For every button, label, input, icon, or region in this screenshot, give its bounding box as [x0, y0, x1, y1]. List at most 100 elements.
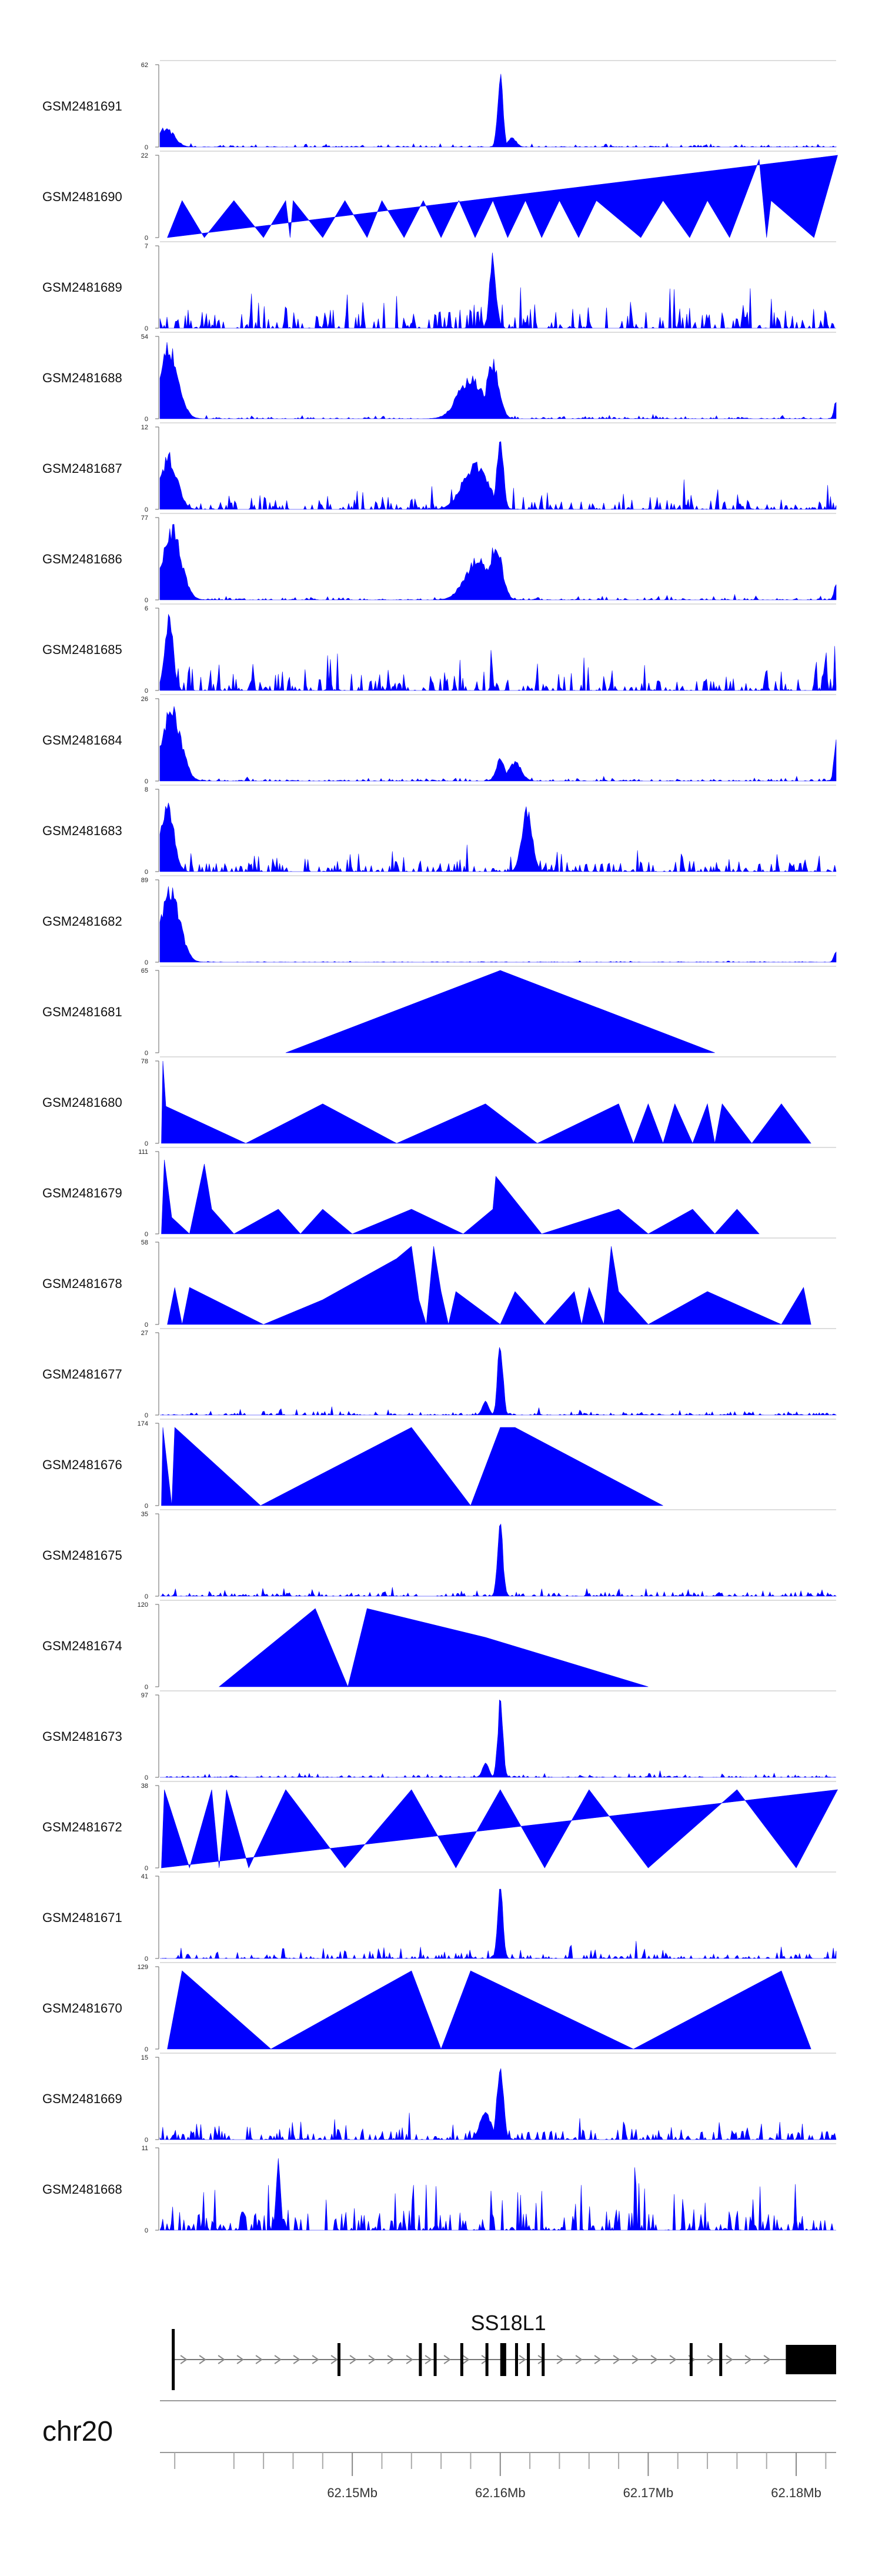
y-axis-max-label: 58	[141, 1239, 148, 1246]
coverage-area	[159, 886, 837, 963]
y-axis-max-label: 120	[138, 1601, 148, 1609]
x-tick-label: 62.16Mb	[475, 2485, 526, 2500]
coverage-area	[159, 524, 837, 600]
track-label: GSM2481668	[42, 2182, 122, 2197]
track-GSM2481668: GSM2481668 11 0	[42, 2143, 836, 2234]
track-label: GSM2481683	[42, 823, 122, 838]
track-label: GSM2481686	[42, 552, 122, 566]
y-axis-zero-label: 0	[145, 778, 148, 785]
y-axis-zero-label: 0	[145, 597, 148, 604]
track-label: GSM2481684	[42, 733, 122, 748]
y-axis-zero-label: 0	[145, 2137, 148, 2144]
track-GSM2481684: GSM2481684 26 0	[42, 694, 837, 785]
coverage-area	[159, 2158, 836, 2231]
track-GSM2481671: GSM2481671 41 0	[42, 1871, 837, 1963]
strand-arrow-icon	[236, 2355, 244, 2364]
strand-arrow-icon	[425, 2355, 432, 2364]
coverage-area	[160, 1523, 837, 1597]
exon	[542, 2343, 545, 2376]
strand-arrow-icon	[180, 2355, 188, 2364]
strand-arrow-icon	[387, 2355, 395, 2364]
y-axis-max-label: 22	[141, 152, 148, 159]
y-axis-zero-label: 0	[145, 416, 148, 423]
y-axis-max-label: 62	[141, 62, 148, 69]
coverage-area	[285, 970, 715, 1053]
coverage-area	[159, 74, 837, 148]
y-axis-zero-label: 0	[145, 1322, 148, 1329]
exon	[719, 2343, 723, 2376]
y-axis-zero-label: 0	[145, 144, 148, 151]
y-axis-zero-label: 0	[145, 1503, 148, 1510]
y-axis-max-label: 11	[142, 2145, 148, 2152]
strand-arrow-icon	[199, 2355, 206, 2364]
strand-arrow-icon	[556, 2355, 564, 2364]
track-label: GSM2481680	[42, 1095, 122, 1110]
y-axis-max-label: 174	[138, 1420, 148, 1427]
coverage-area	[167, 1246, 811, 1325]
y-axis-max-label: 15	[141, 2054, 148, 2061]
track-GSM2481685: GSM2481685 6 0	[42, 603, 837, 695]
track-GSM2481670: GSM2481670 129 0	[42, 1962, 836, 2053]
coverage-area	[159, 613, 837, 692]
exon	[527, 2343, 530, 2376]
genome-axis-track: chr20 62.15Mb 62.16Mb 62.17Mb 62.18Mb	[42, 2400, 836, 2500]
exon	[689, 2343, 693, 2376]
strand-arrow-icon	[349, 2355, 357, 2364]
coverage-area	[159, 706, 837, 782]
track-label: GSM2481670	[42, 2001, 122, 2016]
track-GSM2481678: GSM2481678 58 0	[42, 1237, 836, 1329]
track-GSM2481679: GSM2481679 111 0	[42, 1147, 836, 1238]
track-GSM2481689: GSM2481689 7 0	[42, 241, 836, 332]
track-GSM2481674: GSM2481674 120 0	[42, 1600, 836, 1691]
y-axis-zero-label: 0	[145, 325, 148, 332]
exon	[500, 2343, 506, 2376]
coverage-area	[161, 1427, 663, 1506]
y-axis-max-label: 65	[141, 967, 148, 975]
track-GSM2481681: GSM2481681 65 0	[42, 966, 836, 1057]
x-tick-label: 62.18Mb	[771, 2485, 821, 2500]
strand-arrow-icon	[274, 2355, 282, 2364]
y-axis-zero-label: 0	[145, 1684, 148, 1691]
coverage-tracks: GSM2481691620GSM2481690220GSM248168970GS…	[42, 60, 838, 2234]
track-GSM2481691: GSM2481691 62 0	[42, 60, 837, 151]
exon	[337, 2343, 341, 2376]
track-label: GSM2481685	[42, 642, 122, 657]
strand-arrow-icon	[462, 2355, 470, 2364]
strand-arrow-icon	[255, 2355, 263, 2364]
y-axis-max-label: 89	[141, 877, 148, 884]
track-label: GSM2481675	[42, 1548, 122, 1563]
y-axis-max-label: 38	[141, 1783, 148, 1790]
y-axis-zero-label: 0	[145, 235, 148, 242]
strand-arrow-icon	[519, 2355, 526, 2364]
track-label: GSM2481671	[42, 1910, 122, 1925]
coverage-area	[161, 1159, 760, 1234]
y-axis-max-label: 97	[141, 1692, 148, 1699]
y-axis-zero-label: 0	[145, 688, 148, 695]
y-axis-max-label: 7	[145, 243, 148, 250]
track-GSM2481682: GSM2481682 89 0	[42, 875, 837, 966]
track-GSM2481690: GSM2481690 22 0	[42, 151, 838, 242]
strand-arrow-icon	[594, 2355, 602, 2364]
strand-arrow-icon	[312, 2355, 319, 2364]
coverage-area	[161, 1060, 811, 1144]
track-label: GSM2481678	[42, 1276, 122, 1291]
track-GSM2481669: GSM2481669 15 0	[42, 2053, 837, 2144]
x-tick-label: 62.17Mb	[623, 2485, 674, 2500]
strand-arrow-icon	[669, 2355, 677, 2364]
exon	[514, 2343, 518, 2376]
track-GSM2481686: GSM2481686 77 0	[42, 513, 837, 604]
coverage-area	[160, 1699, 837, 1778]
strand-arrow-icon	[726, 2355, 733, 2364]
y-axis-zero-label: 0	[145, 1774, 148, 1781]
coverage-area	[160, 1888, 837, 1960]
strand-arrow-icon	[368, 2355, 376, 2364]
track-GSM2481673: GSM2481673 97 0	[42, 1690, 837, 1781]
coverage-area	[159, 252, 836, 329]
y-axis-max-label: 8	[145, 786, 148, 793]
track-GSM2481672: GSM2481672 38 0	[42, 1781, 838, 1872]
gene-name-label: SS18L1	[471, 2311, 546, 2335]
y-axis-zero-label: 0	[145, 1140, 148, 1147]
y-axis-zero-label: 0	[145, 2227, 148, 2234]
exon	[172, 2329, 175, 2390]
